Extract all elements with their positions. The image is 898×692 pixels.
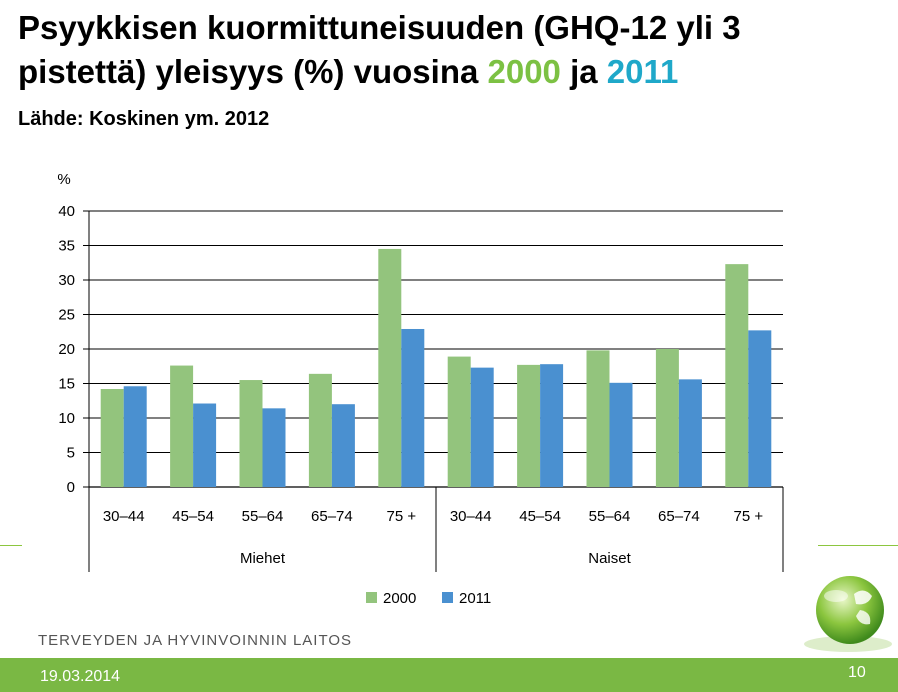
- y-tick-label: 35: [58, 238, 75, 255]
- bar-2011: [471, 368, 494, 487]
- x-tick-label: 45–54: [172, 508, 214, 525]
- y-tick-label: 25: [58, 307, 75, 324]
- x-tick-label: 30–44: [450, 508, 492, 525]
- bar-2011: [193, 404, 216, 487]
- y-tick-label: 20: [58, 341, 75, 358]
- legend-label: 2011: [459, 590, 491, 607]
- group-label: Miehet: [240, 550, 286, 567]
- bar-2011: [332, 404, 355, 487]
- x-tick-label: 75 +: [386, 508, 416, 525]
- y-tick-label: 10: [58, 410, 75, 427]
- bar-2000: [448, 357, 471, 487]
- legend-swatch-2000: [366, 592, 377, 603]
- bar-2000: [725, 264, 748, 487]
- x-tick-label: 30–44: [103, 508, 145, 525]
- bar-2000: [309, 374, 332, 487]
- footer-bar: [0, 658, 898, 692]
- y-tick-label: 40: [58, 203, 75, 220]
- x-tick-label: 75 +: [733, 508, 763, 525]
- group-label: Naiset: [588, 550, 631, 567]
- thl-logo-icon: [800, 570, 896, 654]
- x-tick-label: 65–74: [658, 508, 700, 525]
- x-tick-label: 55–64: [242, 508, 284, 525]
- footer-date: 19.03.2014: [40, 668, 120, 686]
- bar-2011: [401, 329, 424, 487]
- bar-2011: [748, 330, 771, 487]
- y-tick-label: 30: [58, 272, 75, 289]
- y-tick-label: 5: [67, 445, 75, 462]
- legend-swatch-2011: [442, 592, 453, 603]
- page-number: 10: [848, 664, 866, 682]
- x-tick-label: 45–54: [519, 508, 561, 525]
- bar-2000: [240, 380, 263, 487]
- organization-name: TERVEYDEN JA HYVINVOINNIN LAITOS: [38, 632, 352, 649]
- bar-2011: [610, 383, 633, 487]
- bar-2000: [101, 389, 124, 487]
- y-tick-label: 0: [67, 479, 75, 496]
- bar-2000: [170, 366, 193, 487]
- y-tick-label: 15: [58, 376, 75, 393]
- bar-2000: [587, 350, 610, 487]
- bar-2000: [378, 249, 401, 487]
- bar-2011: [263, 408, 286, 487]
- x-tick-label: 55–64: [589, 508, 631, 525]
- bar-2011: [679, 379, 702, 487]
- x-tick-label: 65–74: [311, 508, 353, 525]
- legend-label: 2000: [383, 590, 416, 607]
- y-axis-label: %: [57, 171, 70, 188]
- bar-2011: [124, 386, 147, 487]
- bar-2011: [540, 364, 563, 487]
- bar-2000: [517, 365, 540, 487]
- bar-2000: [656, 349, 679, 487]
